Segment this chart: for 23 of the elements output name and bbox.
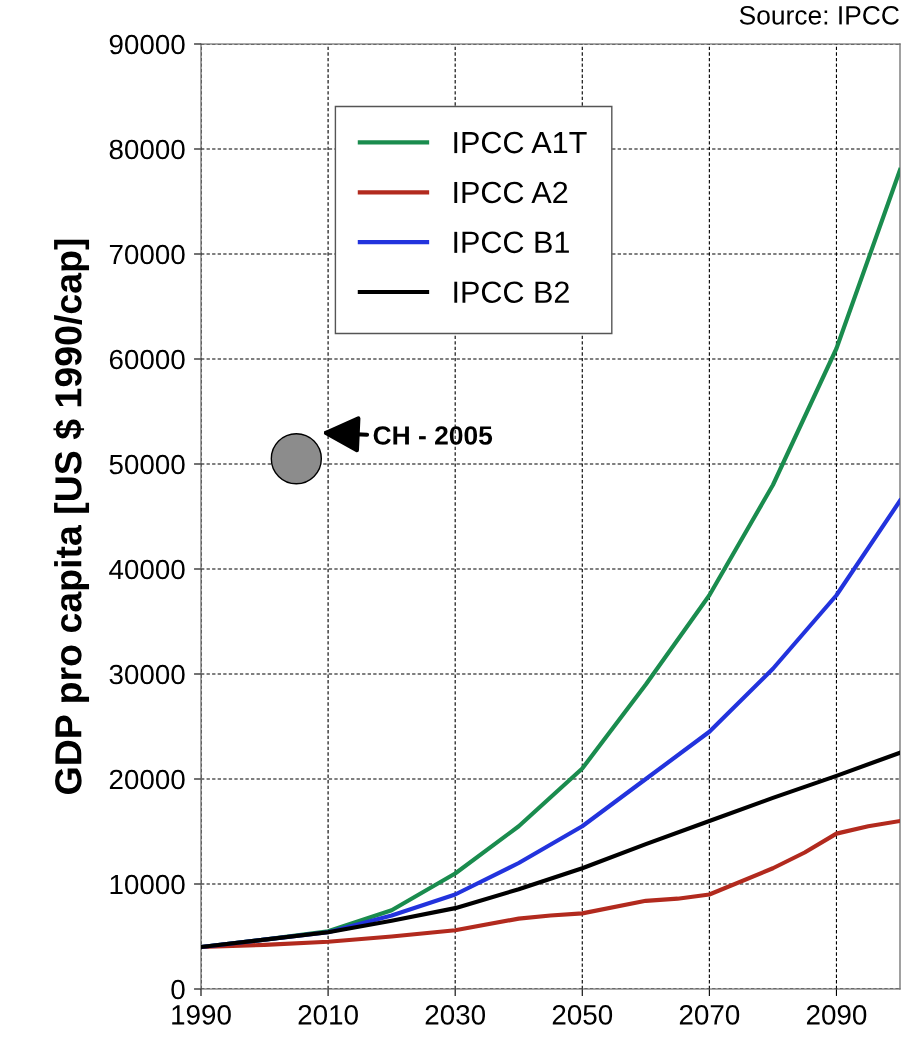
source-note: Source: IPCC (739, 5, 899, 25)
x-tick-label: 2070 (679, 1005, 740, 1025)
legend-label: IPCC A2 (454, 181, 568, 204)
y-tick-label: 0 (171, 979, 185, 1000)
legend-label: IPCC B2 (454, 281, 569, 304)
y-tick-label: 50000 (109, 454, 185, 475)
x-tick-label: 2090 (806, 1005, 867, 1025)
x-tick-label: 2050 (552, 1005, 613, 1025)
y-tick-label: 40000 (109, 559, 185, 580)
x-tick-label: 1990 (172, 1005, 231, 1025)
x-tick-label: 2010 (298, 1005, 358, 1025)
y-tick-label: 90000 (109, 34, 185, 55)
y-tick-label: 10000 (110, 874, 185, 895)
legend-label: IPCC B1 (454, 231, 569, 254)
y-axis-title: GDP pro capita [US $ 1990/cap] (53, 239, 90, 794)
legend-label: IPCC A1T (454, 131, 587, 154)
y-tick-label: 70000 (109, 244, 185, 265)
y-tick-label: 60000 (109, 349, 185, 370)
x-tick-label: 2030 (425, 1005, 485, 1025)
y-tick-label: 30000 (109, 664, 185, 685)
annotation: CH - 2005 (373, 426, 493, 445)
y-tick-label: 80000 (109, 139, 185, 160)
y-tick-label: 20000 (109, 769, 185, 790)
